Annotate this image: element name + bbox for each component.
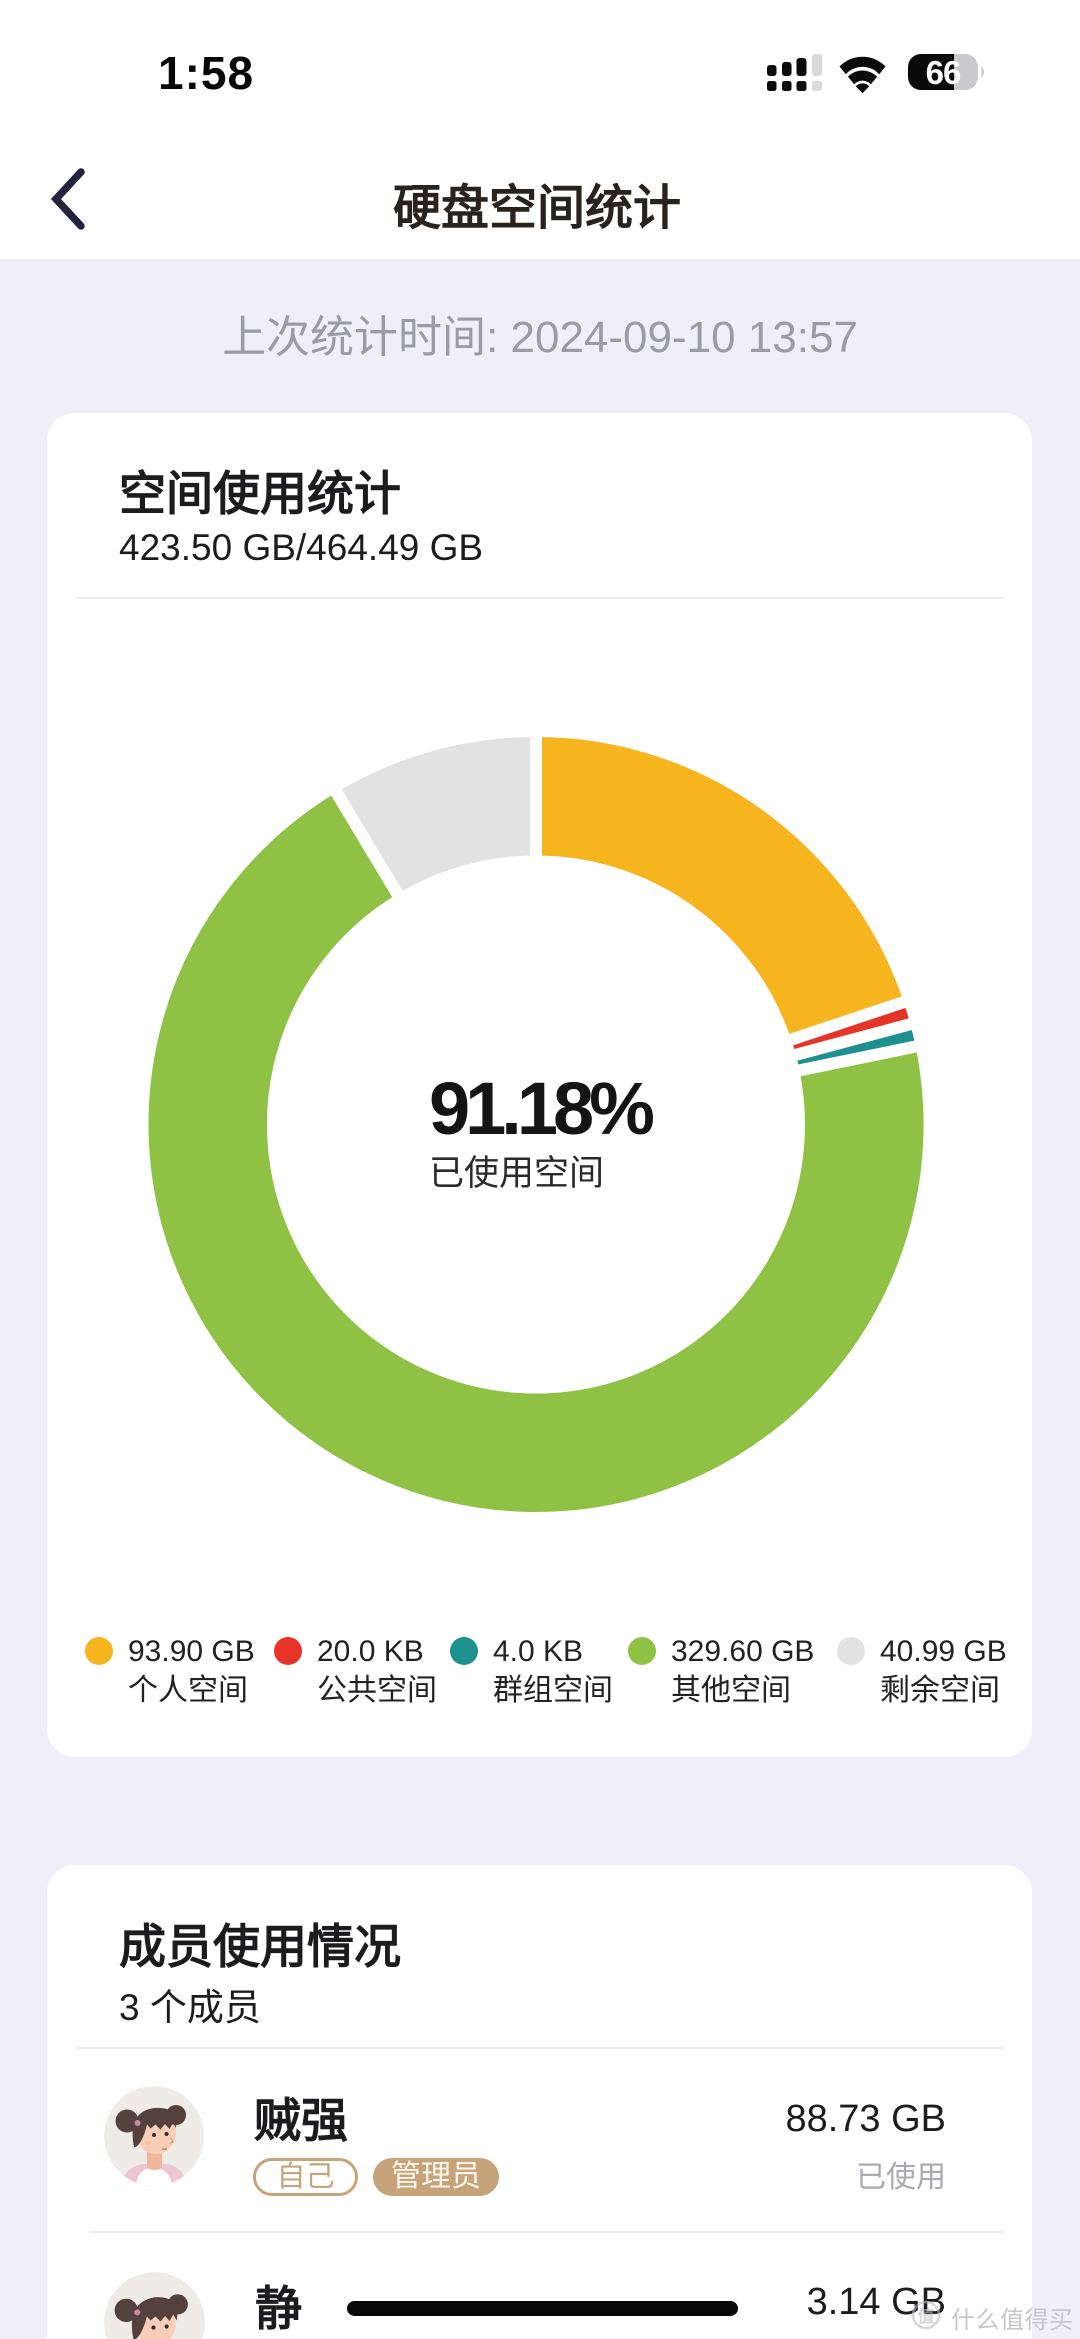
svg-text:66: 66 [926,54,961,91]
svg-text:值: 值 [918,2306,935,2326]
